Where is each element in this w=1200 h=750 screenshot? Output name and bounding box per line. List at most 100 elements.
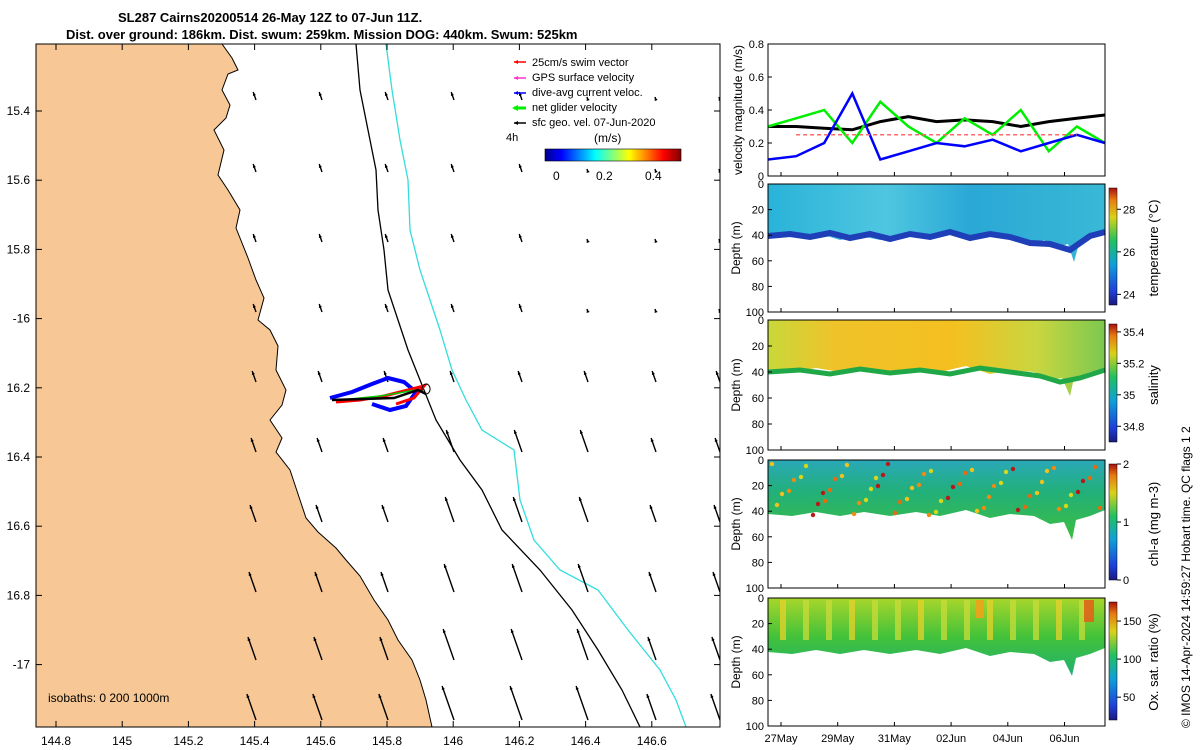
chl-colorbar — [1108, 463, 1118, 581]
velocity-arrow — [509, 685, 523, 721]
oxygen-frame — [767, 597, 1106, 727]
oxygen-stripe — [1010, 600, 1016, 640]
chl-dot — [815, 501, 821, 507]
chl-dot — [880, 472, 886, 478]
velocity-arrow — [512, 496, 523, 523]
chl-dot — [1039, 479, 1045, 485]
isobaths-label: isobaths: 0 200 1000m — [48, 691, 169, 705]
map-xtick-label: 145 — [112, 734, 132, 748]
velocity-arrowhead — [577, 564, 581, 568]
depth-tick-label: 0 — [758, 315, 764, 327]
depth-ylabel: Depth (m) — [729, 221, 743, 274]
oxygen-stripe — [1033, 600, 1039, 640]
chl-dot — [851, 511, 857, 517]
velocity-arrowhead — [583, 371, 587, 375]
chl-dots — [769, 461, 1103, 518]
map-ytick-label: 16.8 — [7, 588, 31, 602]
velocity-arrow — [247, 636, 257, 661]
salinity-colorbar — [1108, 323, 1118, 443]
velocity-arrow — [378, 693, 389, 721]
velocity-arrow — [511, 563, 523, 593]
depth-tick-label: 100 — [746, 445, 764, 457]
velocity-arrowhead — [714, 438, 718, 442]
depth-tick-label: 20 — [752, 619, 764, 631]
velocity-arrowhead — [450, 164, 454, 168]
map-xtick-label: 146.6 — [637, 734, 667, 748]
salinity-panel — [767, 319, 1118, 451]
oxygen-stripe — [780, 600, 786, 640]
chl-dot — [798, 474, 804, 480]
velocity-arrow — [579, 429, 589, 453]
depth-tick-label: 60 — [752, 256, 764, 268]
cbar-tick-label: 150 — [1123, 616, 1141, 628]
chl-dot — [1034, 490, 1040, 496]
velocity-arrowhead — [314, 572, 318, 576]
depth-tick-label: 20 — [752, 481, 764, 493]
cbar-tick-label: 35 — [1123, 390, 1135, 402]
legend-sfc: sfc geo. vel. 07-Jun-2020 — [532, 117, 656, 129]
chl-dot — [1075, 489, 1081, 495]
velocity-arrow — [510, 628, 523, 661]
velocity-arrowhead — [442, 629, 446, 633]
velocity-ytick-label: 0.6 — [749, 72, 764, 84]
chl-dot — [933, 509, 939, 515]
chl-dot — [969, 467, 975, 473]
velocity-arrowhead — [654, 97, 658, 101]
legend-net: net glider velocity — [532, 102, 617, 114]
velocity-arrowhead — [443, 564, 447, 568]
velocity-arrowhead — [449, 371, 453, 375]
map-ytick-label: 16.6 — [7, 519, 31, 533]
depth-tick-label: 40 — [752, 506, 764, 518]
velocity-arrowhead — [251, 371, 255, 375]
legend-gps: GPS surface velocity — [532, 72, 635, 84]
velocity-arrow — [441, 685, 455, 721]
velocity-arrowhead — [441, 686, 445, 690]
time-tick-label: 06Jun — [1050, 733, 1080, 745]
velocity-arrowhead — [318, 304, 322, 308]
velocity-arrow — [710, 693, 720, 721]
depth-tick-label: 80 — [752, 695, 764, 707]
temperature-field — [768, 184, 1105, 262]
velocity-arrowhead — [512, 497, 516, 501]
coastline-land — [36, 44, 433, 727]
chl-dot — [863, 497, 869, 503]
speed-colorbar — [544, 148, 682, 162]
chl-dot — [827, 487, 833, 493]
cbar-tick-label: 100 — [1123, 654, 1141, 666]
velocity-arrowhead — [384, 304, 388, 308]
depth-tick-label: 60 — [752, 532, 764, 544]
velocity-series — [767, 90, 1106, 162]
depth-tick-label: 0 — [758, 455, 764, 467]
velocity-arrowhead — [246, 694, 250, 698]
chl-dot — [810, 512, 816, 518]
map-xtick-label: 144.8 — [41, 734, 71, 748]
velocity-arrowhead — [315, 505, 319, 509]
chl-dot — [1080, 478, 1086, 484]
velocity-arrowhead — [313, 637, 317, 641]
cbar-tick-label: 24 — [1123, 289, 1135, 301]
velocity-arrowhead — [250, 438, 254, 442]
depth-tick-label: 100 — [746, 721, 764, 733]
velocity-arrow — [646, 693, 657, 721]
velocity-arrowhead — [586, 97, 590, 101]
map-xtick-label: 145.2 — [173, 734, 203, 748]
velocity-arrowhead — [252, 164, 256, 168]
velocity-arrowhead — [384, 234, 388, 238]
velocity-series-line — [767, 90, 1106, 162]
oxygen-stripes — [780, 600, 1094, 640]
chl-dot — [957, 481, 963, 487]
cbar-tick-label: 1 — [1123, 517, 1129, 529]
depth-tick-label: 40 — [752, 230, 764, 242]
oxygen-stripe — [872, 600, 878, 640]
cbar-tick-label: 34.8 — [1123, 421, 1144, 433]
velocity-arrowhead — [586, 169, 590, 173]
cbar-label: salinity — [1146, 365, 1161, 405]
chl-dot — [904, 496, 910, 502]
velocity-arrowhead — [384, 164, 388, 168]
velocity-arrowhead — [317, 371, 321, 375]
depth-ylabel: Depth (m) — [729, 358, 743, 411]
chl-dot — [892, 510, 898, 516]
velocity-arrowhead — [575, 686, 579, 690]
velocity-y-ticks: 0 0.2 0.4 0.6 0.8 — [749, 39, 772, 183]
